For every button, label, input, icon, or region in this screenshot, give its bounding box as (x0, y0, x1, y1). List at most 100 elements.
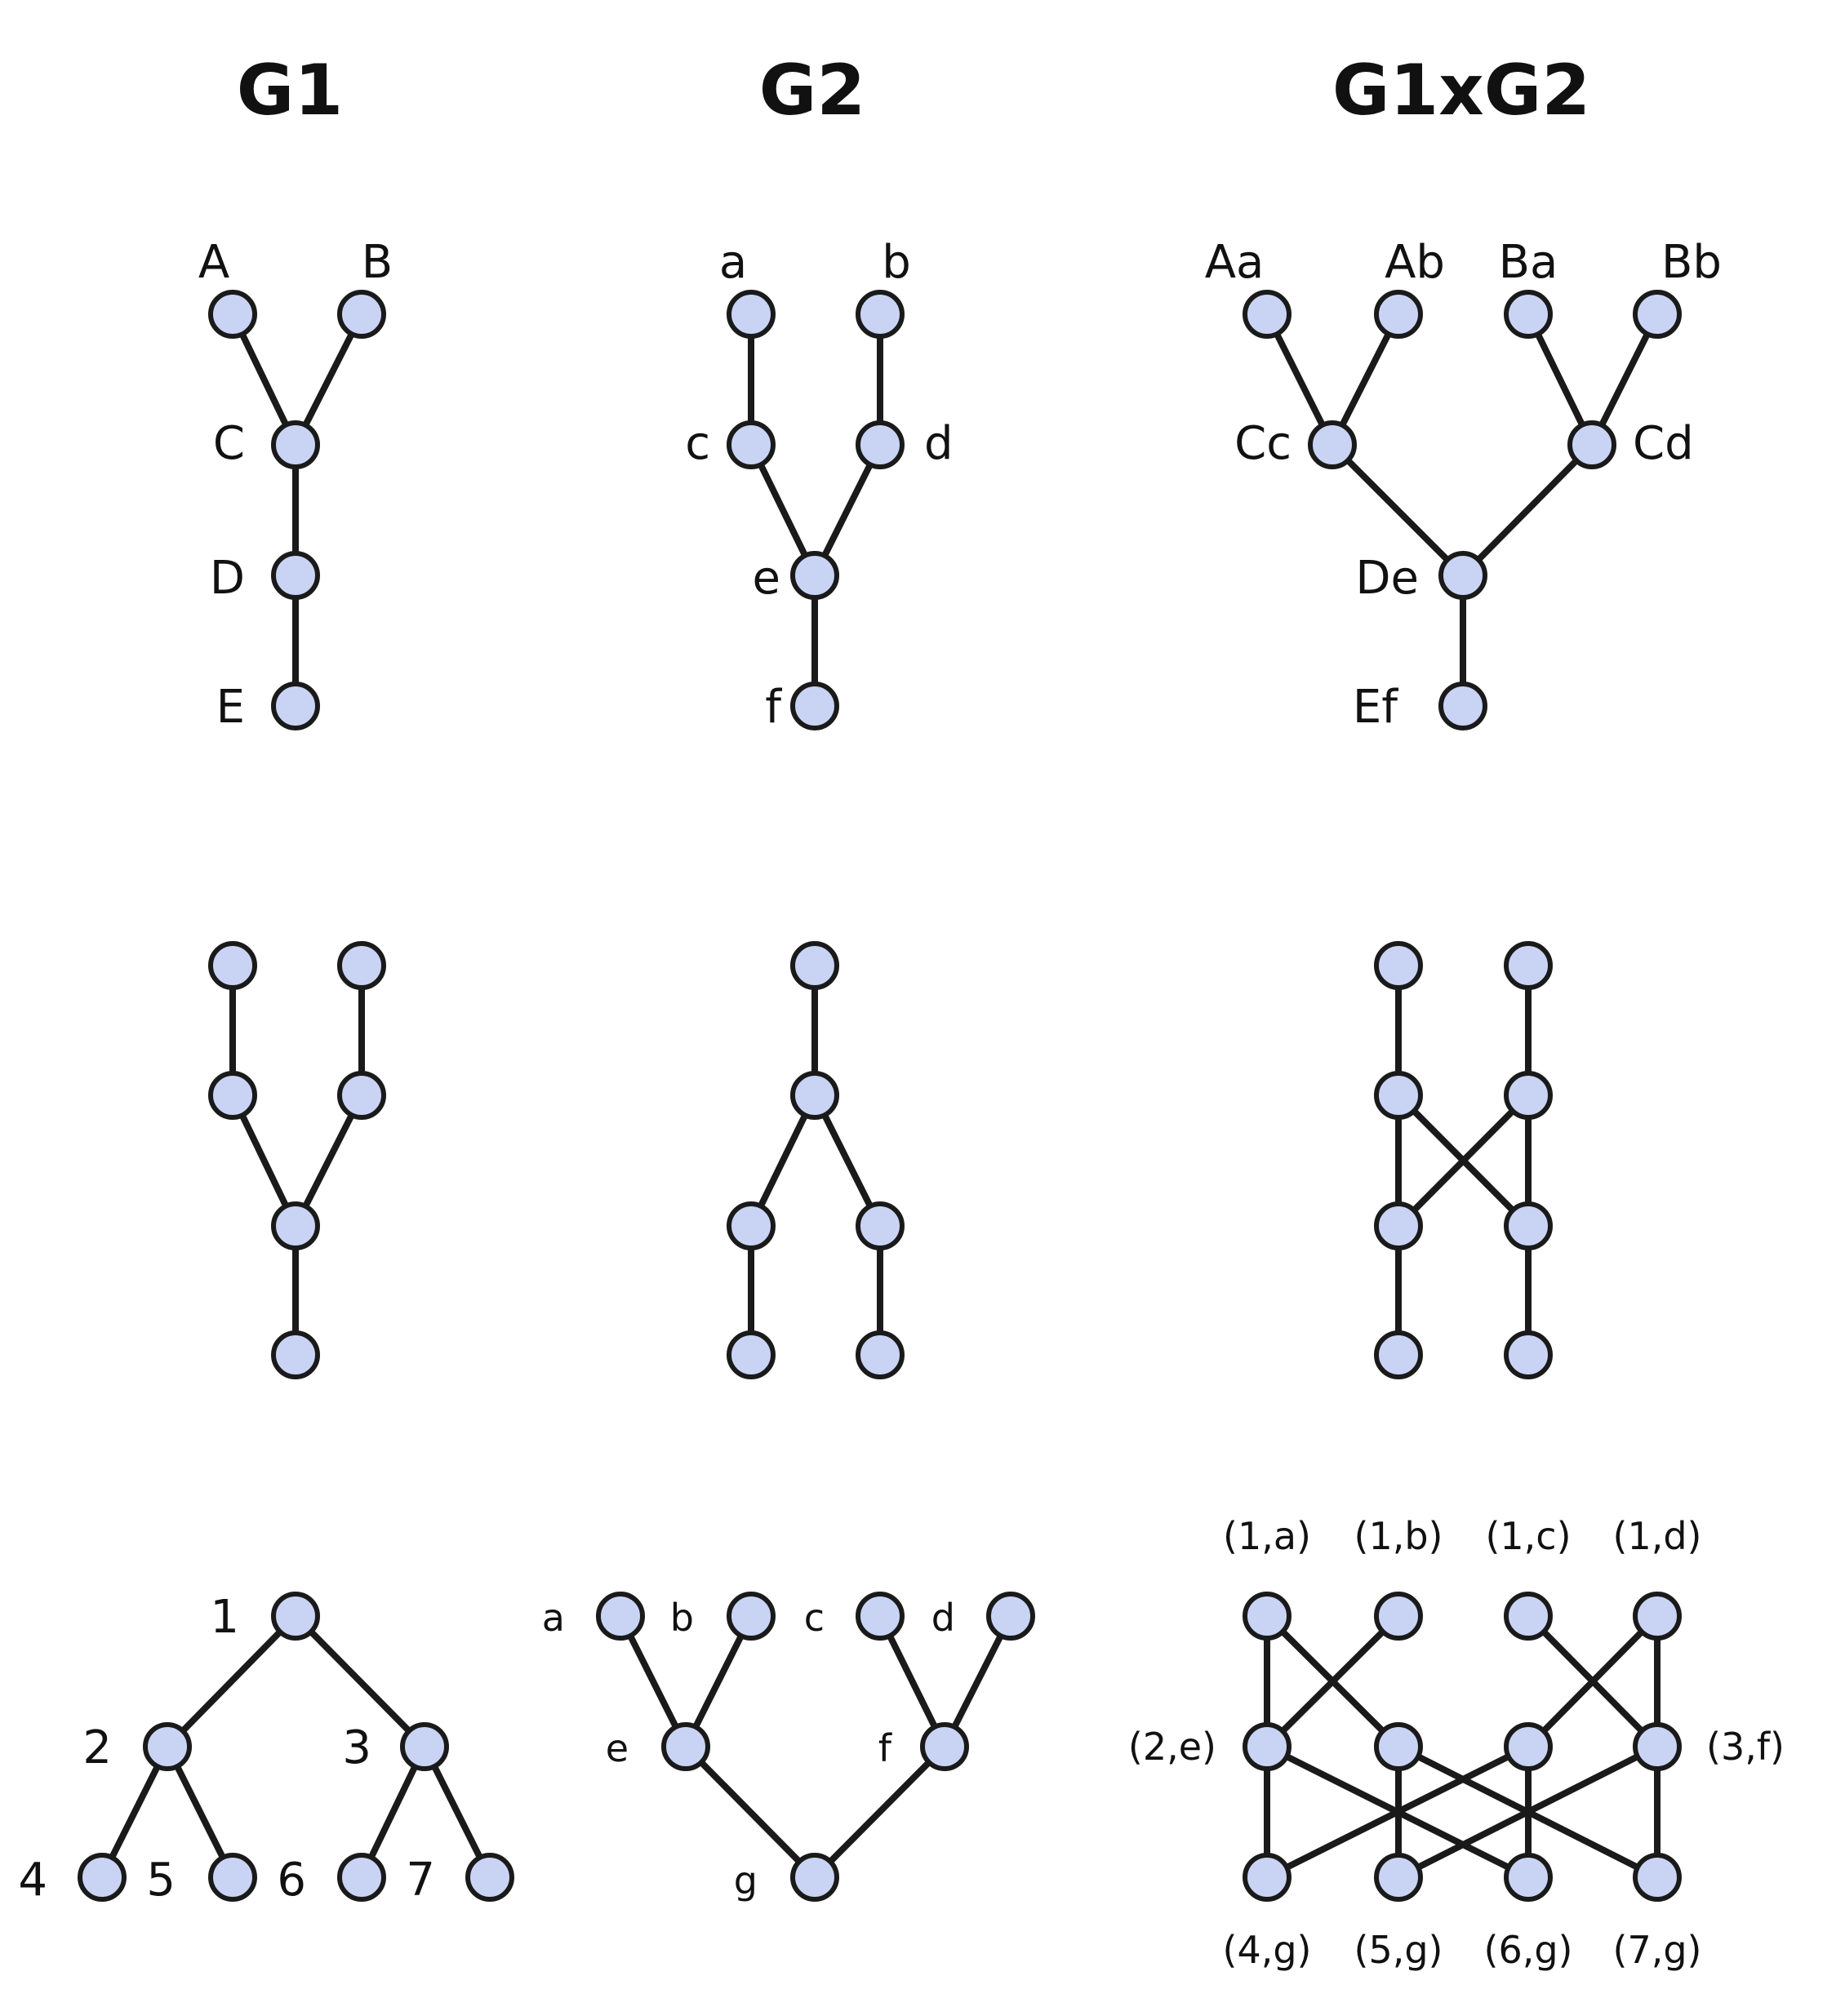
g2-row2-node-4 (727, 1330, 776, 1379)
product-row2-node-1 (1504, 941, 1553, 990)
product-row1-node-Ef (1438, 682, 1487, 730)
g2-row1-label-f: f (765, 681, 782, 734)
product-row3-node-bottom-2 (1504, 1853, 1553, 1902)
product-row3-edge-m2-b0 (1264, 1743, 1532, 1881)
g2-row3-label-c: c (804, 1596, 825, 1640)
product-row1-label-Cc: Cc (1234, 417, 1292, 470)
product-row3-node-top-1 (1374, 1592, 1423, 1641)
product-row3-mid-label-0: (2,e) (1128, 1725, 1216, 1769)
g1-row2-node-1 (337, 941, 386, 990)
g1-row2-node-3 (337, 1071, 386, 1120)
g1-row1-node-D (271, 551, 320, 600)
g1-row3-node-7 (465, 1853, 514, 1902)
g1-row3-node-3 (400, 1722, 449, 1771)
g2-row3-label-d: d (931, 1596, 955, 1640)
g1-row3-node-2 (143, 1722, 192, 1771)
g2-row1-node-c (727, 420, 776, 469)
g1-row1-label-E: E (216, 681, 245, 734)
product-row2-node-6 (1374, 1330, 1423, 1379)
product-row2-node-2 (1374, 1071, 1423, 1120)
product-row3-edge-t0-m1 (1264, 1613, 1402, 1750)
g2-row1-label-d: d (924, 417, 954, 470)
product-row3-top-label-3: (1,d) (1613, 1514, 1702, 1558)
g1-row1-node-B (337, 290, 386, 339)
product-row2-edge-3-4 (1395, 1092, 1532, 1229)
g2-row3-node-c (856, 1592, 905, 1641)
g2-row1-node-b (856, 290, 905, 339)
g2-row3-label-e: e (606, 1726, 629, 1770)
product-row3-bottom-label-2: (6,g) (1484, 1928, 1573, 1972)
product-row3-node-bottom-3 (1633, 1853, 1682, 1902)
product-row1-node-Ba (1504, 290, 1553, 339)
g1-row3-label-4: 4 (18, 1854, 47, 1907)
product-row3-mid-label-1: (3,f) (1706, 1725, 1785, 1769)
product-row1-node-Aa (1243, 290, 1292, 339)
g1-row3-label-6: 6 (277, 1854, 306, 1907)
g2-row3-edge-f-g (811, 1743, 948, 1881)
g1-row1-label-C: C (213, 417, 245, 470)
product-row3-top-label-0: (1,a) (1223, 1514, 1311, 1558)
product-row3-node-mid-2 (1504, 1722, 1553, 1771)
product-row3-node-top-3 (1633, 1592, 1682, 1641)
g2-row3-label-a: a (542, 1596, 565, 1640)
g2-row3-node-a (596, 1592, 645, 1641)
product-row2-node-5 (1504, 1201, 1553, 1250)
product-row1-label-Aa: Aa (1205, 236, 1265, 289)
g2-row3-edge-e-g (682, 1743, 818, 1881)
g1-row3-edge-1-2 (164, 1613, 299, 1750)
edges-layer (99, 311, 1660, 1881)
g1-row1-label-B: B (362, 236, 393, 289)
product-row3-node-top-2 (1504, 1592, 1553, 1641)
title-product: G1xG2 (1332, 50, 1590, 131)
g2-row3-label-g: g (734, 1858, 758, 1903)
g1-row3-label-2: 2 (82, 1721, 112, 1774)
product-row2-node-7 (1504, 1330, 1553, 1379)
g1-row2-node-2 (208, 1071, 257, 1120)
g1-row2-node-4 (271, 1201, 320, 1250)
nodes-layer (78, 290, 1682, 1902)
g1-row2-node-0 (208, 941, 257, 990)
product-row3-node-bottom-1 (1374, 1853, 1423, 1902)
g2-row3-node-b (727, 1592, 776, 1641)
title-g1: G1 (237, 50, 343, 131)
g1-row1-node-E (271, 682, 320, 730)
g1-row1-node-A (208, 290, 257, 339)
g1-row3-node-1 (271, 1592, 320, 1641)
g1-row2-node-5 (271, 1330, 320, 1379)
g2-row1-node-a (727, 290, 776, 339)
product-row1-edge-Cc-De (1329, 442, 1466, 579)
product-row3-bottom-label-0: (4,g) (1223, 1928, 1312, 1972)
product-row3-node-top-0 (1243, 1592, 1292, 1641)
labels-layer: A B C D Ea b c d e f Aa Ab Ba Bb Cc Cd De Ef 1 2 3 4 5 6 7 a b c d e f… (18, 236, 1785, 1972)
product-row2-node-0 (1374, 941, 1423, 990)
title-g2: G2 (759, 50, 865, 131)
product-row3-edge-t3-m2 (1525, 1613, 1660, 1750)
g2-row2-node-3 (856, 1201, 905, 1250)
product-row3-node-mid-1 (1374, 1722, 1423, 1771)
product-row1-node-Ab (1374, 290, 1423, 339)
g2-row3-label-f: f (878, 1726, 893, 1770)
g1-row1-label-D: D (210, 552, 245, 605)
product-row1-label-De: De (1355, 552, 1419, 605)
product-row3-bottom-label-1: (5,g) (1354, 1928, 1443, 1972)
product-row1-node-De (1438, 551, 1487, 600)
g2-row1-node-e (790, 551, 839, 600)
g1-row3-edge-1-3 (292, 1613, 428, 1750)
g2-row2-node-2 (727, 1201, 776, 1250)
product-row1-edge-Cd-De (1460, 442, 1595, 579)
product-row3-top-label-2: (1,c) (1485, 1514, 1571, 1558)
product-row1-node-Bb (1633, 290, 1682, 339)
product-row1-label-Ba: Ba (1499, 236, 1558, 289)
g2-row3-node-d (986, 1592, 1035, 1641)
g2-row3-label-b: b (670, 1596, 694, 1640)
product-row3-top-label-1: (1,b) (1354, 1514, 1443, 1558)
g2-row1-label-b: b (882, 236, 911, 289)
product-row3-node-mid-3 (1633, 1722, 1682, 1771)
g1-row3-node-4 (78, 1853, 127, 1902)
g2-row2-node-1 (790, 1071, 839, 1120)
g1-row1-label-A: A (198, 236, 229, 289)
g1-row3-label-1: 1 (210, 1591, 239, 1644)
product-row1-node-Cd (1567, 420, 1616, 469)
product-row1-label-Cd: Cd (1633, 417, 1694, 470)
